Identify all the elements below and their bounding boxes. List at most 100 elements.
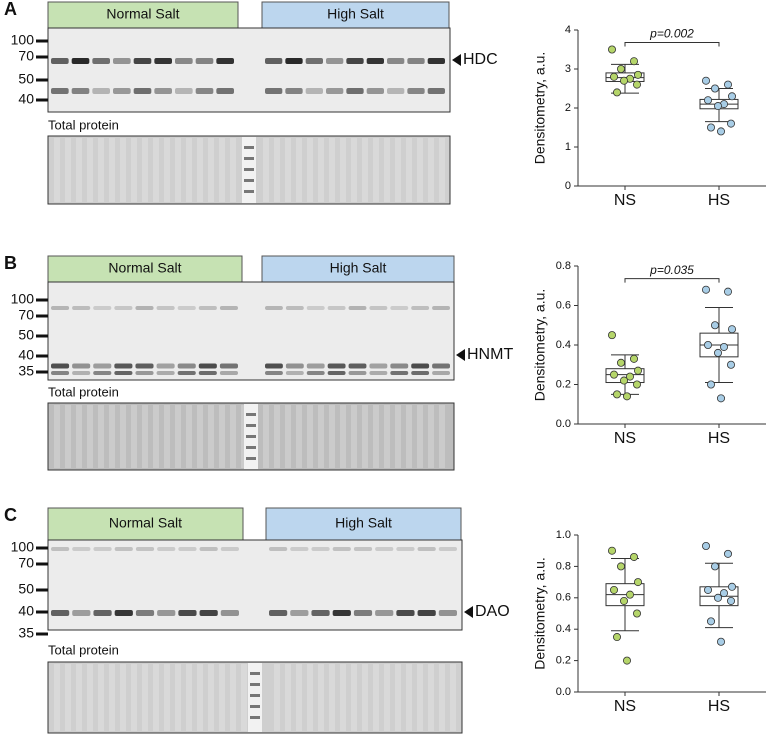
band — [72, 363, 91, 369]
band — [326, 88, 344, 94]
data-point — [704, 340, 713, 349]
band — [113, 58, 131, 64]
lane — [120, 664, 126, 731]
target-arrow — [464, 606, 473, 618]
lane — [318, 138, 324, 202]
band — [305, 58, 323, 64]
data-point — [717, 394, 726, 403]
marker-label: 100 — [11, 539, 35, 555]
x-tick-label: HS — [708, 698, 730, 715]
y-tick-label: 0.4 — [556, 339, 571, 351]
data-point — [626, 590, 635, 599]
data-point — [717, 127, 726, 136]
band — [198, 306, 217, 310]
data-point — [707, 617, 716, 626]
band — [311, 610, 330, 616]
band — [135, 306, 154, 310]
band — [93, 371, 112, 375]
data-point — [633, 80, 642, 89]
lane — [384, 405, 390, 468]
data-point — [720, 342, 729, 351]
lane — [439, 664, 445, 731]
target-label: HDC — [463, 51, 498, 68]
group-label: Normal Salt — [109, 515, 182, 531]
lane — [285, 405, 291, 468]
data-point — [620, 76, 629, 85]
lane — [186, 405, 192, 468]
lane — [153, 138, 159, 202]
band — [427, 58, 445, 64]
band — [369, 306, 388, 310]
lane — [208, 138, 214, 202]
lane — [142, 664, 148, 731]
data-point — [711, 562, 720, 571]
data-point — [728, 325, 737, 334]
band — [93, 306, 112, 310]
blot — [47, 27, 451, 113]
data-point — [608, 546, 617, 555]
band — [156, 363, 175, 369]
lane — [406, 138, 412, 202]
blot — [47, 539, 463, 631]
band — [51, 363, 70, 369]
data-point — [630, 57, 639, 66]
band — [311, 547, 330, 551]
band — [154, 58, 172, 64]
lane — [76, 405, 82, 468]
band — [154, 88, 172, 94]
marker-label: 70 — [18, 307, 34, 323]
marker-label: 40 — [18, 91, 34, 107]
band — [346, 88, 364, 94]
band — [157, 547, 176, 551]
lane — [384, 664, 390, 731]
lane — [219, 138, 225, 202]
y-tick-label: 0.6 — [556, 592, 571, 604]
lane — [109, 405, 115, 468]
significance-bracket — [624, 41, 720, 47]
lane — [384, 138, 390, 202]
band — [219, 363, 238, 369]
band — [290, 610, 309, 616]
data-point — [610, 585, 619, 594]
band — [92, 88, 110, 94]
data-point — [714, 348, 723, 357]
lane — [109, 664, 115, 731]
group-label: High Salt — [335, 515, 392, 531]
data-point — [707, 123, 716, 132]
lane — [230, 405, 236, 468]
band — [71, 58, 90, 64]
band — [219, 306, 238, 310]
band — [269, 547, 288, 551]
lane — [406, 664, 412, 731]
band — [390, 306, 409, 310]
data-point — [620, 376, 629, 385]
data-point — [724, 80, 733, 89]
lane — [164, 664, 170, 731]
band — [306, 306, 325, 310]
lane — [318, 664, 324, 731]
band — [178, 547, 197, 551]
band — [114, 306, 133, 310]
group-header — [261, 255, 455, 283]
lane — [362, 664, 368, 731]
x-tick-label: NS — [614, 698, 636, 715]
y-axis-label: Densitometry, a.u. — [532, 557, 548, 670]
y-tick-label: 1 — [565, 141, 571, 153]
data-point — [617, 562, 626, 571]
lane — [131, 138, 137, 202]
lane — [186, 138, 192, 202]
group-label: Normal Salt — [108, 260, 181, 276]
target-label: HNMT — [467, 346, 513, 363]
y-tick-label: 0.4 — [556, 623, 571, 635]
data-point — [711, 321, 720, 330]
lane — [439, 138, 445, 202]
band — [216, 58, 234, 64]
target-label: DAO — [475, 603, 510, 620]
data-point — [728, 92, 737, 101]
lane — [54, 405, 60, 468]
x-tick-label: NS — [614, 192, 636, 209]
lane — [98, 138, 104, 202]
lane — [296, 664, 302, 731]
lane — [274, 405, 280, 468]
band — [51, 371, 70, 375]
